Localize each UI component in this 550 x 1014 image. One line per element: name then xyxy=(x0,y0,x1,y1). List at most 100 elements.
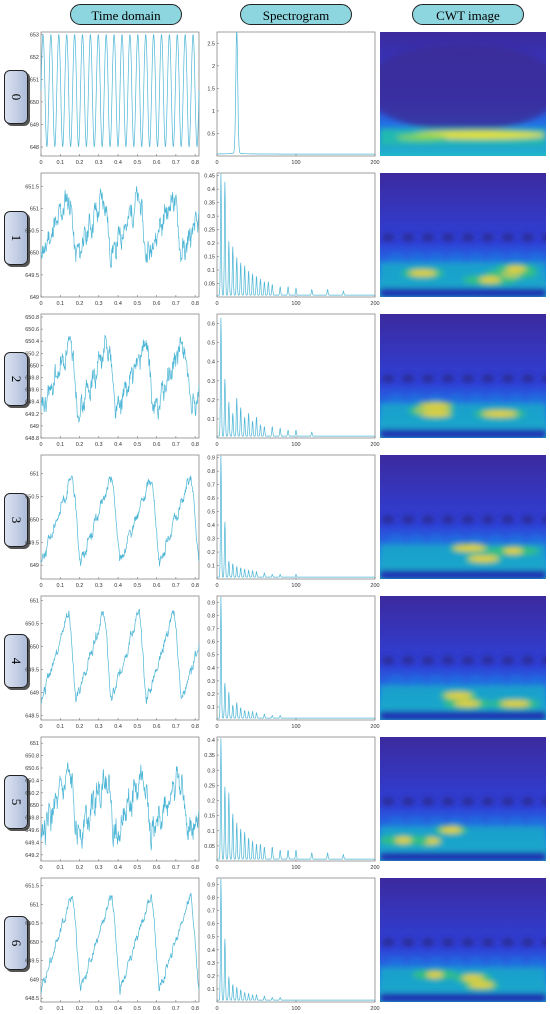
time-domain-5-ytick: 649.4 xyxy=(25,840,39,846)
time-domain-5-xtick: 0.8 xyxy=(191,865,199,871)
spectrogram-5-ytick: 0.2 xyxy=(207,799,215,805)
chart-row-0: 0 0.1 0.2 0.3 0.4 0.5 0.6 0.7 0.8 648 649 650 651 652… xyxy=(30,31,546,166)
spectrogram-2-ytick: 0.2 xyxy=(207,398,215,404)
time-domain-3-ytick: 651 xyxy=(30,471,39,477)
spectrogram-3-xtick: 100 xyxy=(291,583,300,589)
spectrogram-3-ytick: 0.8 xyxy=(207,469,215,475)
time-domain-5-ytick: 650 xyxy=(30,803,39,809)
spectrogram-3-xtick: 200 xyxy=(370,583,379,589)
spectrogram-series-5 xyxy=(217,738,375,860)
chart-row-4: 0 0.1 0.2 0.3 0.4 0.5 0.6 0.7 0.8 648.5 649 649.5 65… xyxy=(25,595,546,730)
spectrogram-3-ytick: 0.7 xyxy=(207,483,215,489)
spectrogram-3-ytick: 0.4 xyxy=(207,523,215,529)
time-domain-series-3 xyxy=(40,475,200,567)
time-domain-0-ytick: 650 xyxy=(30,100,39,106)
spectrogram-6-ytick: 0.7 xyxy=(207,909,215,915)
time-domain-1-ytick: 651 xyxy=(30,206,39,212)
time-domain-2-ytick: 650 xyxy=(30,363,39,369)
time-domain-2-ytick: 649.8 xyxy=(25,376,39,382)
time-domain-2-xtick: 0.5 xyxy=(134,442,142,448)
time-domain-4-xtick: 0.3 xyxy=(95,724,103,730)
time-domain-1-xtick: 0 xyxy=(39,301,42,307)
time-domain-4-xtick: 0.1 xyxy=(56,724,64,730)
spectrogram-series-4 xyxy=(217,596,375,719)
row-label-6: 6 xyxy=(4,916,28,970)
row-label-3: 3 xyxy=(4,493,28,547)
spectrogram-2-ytick: 0.5 xyxy=(207,341,215,347)
row-label-4: 4 xyxy=(4,634,28,688)
time-domain-1-ytick: 649 xyxy=(30,295,39,301)
cwt-heatmap-2 xyxy=(380,314,546,438)
time-domain-1-xtick: 0.3 xyxy=(95,301,103,307)
spectrogram-0-xtick: 100 xyxy=(291,160,300,166)
spectrogram-1-frame xyxy=(216,172,376,298)
time-domain-4-xtick: 0.5 xyxy=(134,724,142,730)
spectrogram-series-6 xyxy=(217,878,375,1001)
spectrogram-5-ytick: 0.15 xyxy=(204,814,215,820)
spectrogram-3-ytick: 0.9 xyxy=(207,456,215,462)
time-domain-5-ytick: 649.2 xyxy=(25,853,39,859)
spectrogram-6-xtick: 0 xyxy=(215,1006,218,1012)
spectrogram-1-ytick: 0.05 xyxy=(204,282,215,288)
cwt-heatmap-3 xyxy=(380,455,546,579)
time-domain-1-xtick: 0.6 xyxy=(153,301,161,307)
spectrogram-5-ytick: 0.4 xyxy=(207,738,215,744)
cwt-heatmap-4 xyxy=(380,596,546,720)
spectrogram-2-xtick: 200 xyxy=(370,442,379,448)
spectrogram-0-ytick: 2 xyxy=(212,64,215,70)
spectrogram-6-xtick: 200 xyxy=(370,1006,379,1012)
time-domain-3-xtick: 0.6 xyxy=(153,583,161,589)
spectrogram-3-ytick: 0.3 xyxy=(207,537,215,543)
time-domain-5-xtick: 0.5 xyxy=(134,865,142,871)
spectrogram-2-ytick: 0.4 xyxy=(207,360,215,366)
time-domain-2-xtick: 0.1 xyxy=(56,442,64,448)
time-domain-6-ytick: 651.5 xyxy=(25,884,39,890)
spectrogram-3-ytick: 0.2 xyxy=(207,550,215,556)
spectrogram-4-xtick: 100 xyxy=(291,724,300,730)
time-domain-3-xtick: 0.7 xyxy=(172,583,180,589)
spectrogram-4-ytick: 0.6 xyxy=(207,640,215,646)
chart-row-3: 0 0.1 0.2 0.3 0.4 0.5 0.6 0.7 0.8 649 649.5 650 650.… xyxy=(25,454,546,589)
time-domain-2-ytick: 650.8 xyxy=(25,315,39,321)
spectrogram-1-ytick: 0.2 xyxy=(207,241,215,247)
spectrogram-5-xtick: 100 xyxy=(291,865,300,871)
time-domain-6-ytick: 651 xyxy=(30,902,39,908)
time-domain-series-1 xyxy=(40,186,200,268)
time-domain-4-xtick: 0.2 xyxy=(76,724,84,730)
time-domain-0-xtick: 0.5 xyxy=(134,160,142,166)
spectrogram-5-ytick: 0.35 xyxy=(204,753,215,759)
time-domain-4-xtick: 0.6 xyxy=(153,724,161,730)
spectrogram-1-ytick: 0.45 xyxy=(204,174,215,180)
spectrogram-3-xtick: 0 xyxy=(215,583,218,589)
time-domain-3-ytick: 649 xyxy=(30,563,39,569)
spectrogram-2-xtick: 100 xyxy=(291,442,300,448)
time-domain-0-xtick: 0.1 xyxy=(56,160,64,166)
spectrogram-4-xtick: 0 xyxy=(215,724,218,730)
spectrogram-3-ytick: 0.1 xyxy=(207,564,215,570)
spectrogram-5-ytick: 0.1 xyxy=(207,829,215,835)
time-domain-4-xtick: 0.8 xyxy=(191,724,199,730)
time-domain-6-ytick: 650 xyxy=(30,940,39,946)
time-domain-2-ytick: 649.6 xyxy=(25,388,39,394)
spectrogram-4-ytick: 0.1 xyxy=(207,705,215,711)
spectrogram-2-ytick: 0.3 xyxy=(207,379,215,385)
spectrogram-series-2 xyxy=(217,317,375,437)
time-domain-3-xtick: 0.2 xyxy=(76,583,84,589)
spectrogram-5-frame xyxy=(216,736,376,862)
spectrogram-3-ytick: 0.5 xyxy=(207,510,215,516)
time-domain-6-frame xyxy=(40,877,200,1003)
time-domain-0-xtick: 0.8 xyxy=(191,160,199,166)
spectrogram-0-ytick: 1 xyxy=(212,109,215,115)
time-domain-0-ytick: 651 xyxy=(30,77,39,83)
spectrogram-4-frame xyxy=(216,595,376,721)
time-domain-5-frame xyxy=(40,736,200,862)
spectrogram-1-ytick: 0.25 xyxy=(204,228,215,234)
time-domain-5-xtick: 0 xyxy=(39,865,42,871)
time-domain-6-ytick: 649 xyxy=(30,977,39,983)
header-time-domain: Time domain diagram xyxy=(70,4,182,44)
time-domain-6-ytick: 649.5 xyxy=(25,959,39,965)
header-spectrogram: Spectrogram xyxy=(240,4,352,25)
spectrogram-5-xtick: 200 xyxy=(370,865,379,871)
spectrogram-2-ytick: 0.6 xyxy=(207,322,215,328)
time-domain-1-ytick: 650 xyxy=(30,251,39,257)
